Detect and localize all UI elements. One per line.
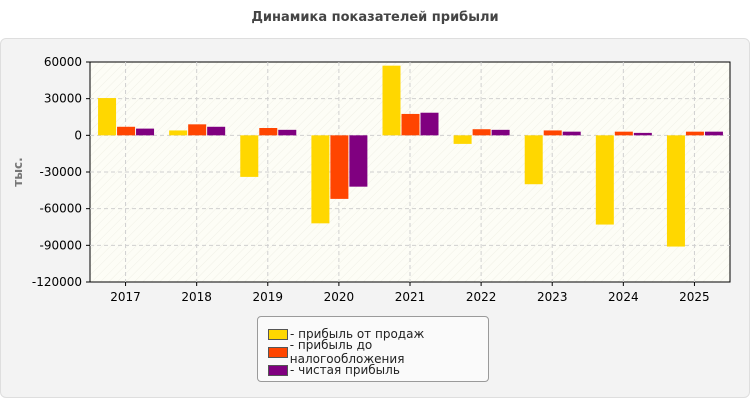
legend: - прибыль от продаж - прибыль до налогооб…	[257, 316, 489, 382]
plot-area	[89, 61, 731, 283]
axes: 60000 30000 0 -30000 -60000 -90000 -120000 2017…	[32, 55, 710, 304]
x-tick-label: 2019	[253, 290, 284, 304]
bar-2-2022	[472, 129, 491, 136]
bar-2-2019	[259, 128, 278, 136]
y-tick-label: 30000	[44, 92, 82, 106]
legend-item: - прибыль от продаж	[268, 325, 488, 343]
x-tick-label: 2023	[537, 290, 568, 304]
x-tick-label: 2017	[110, 290, 141, 304]
bar-3-2025	[704, 131, 723, 136]
bar-1-2024	[595, 135, 614, 225]
y-tick-label: 0	[74, 128, 82, 142]
bar-1-2020	[311, 135, 330, 224]
bar-2-2024	[614, 131, 633, 136]
x-tick-label: 2024	[608, 290, 639, 304]
y-tick-label: 60000	[44, 55, 82, 69]
legend-swatch	[268, 346, 288, 358]
legend-swatch	[268, 328, 288, 340]
x-tick-label: 2021	[395, 290, 426, 304]
bars	[98, 65, 723, 247]
legend-swatch	[268, 364, 288, 376]
bar-2-2021	[401, 113, 420, 136]
legend-label: - прибыль до налогообложения	[289, 338, 405, 366]
legend-label: - прибыль от продаж	[290, 327, 425, 341]
bar-3-2018	[207, 126, 226, 136]
bar-2-2018	[188, 124, 207, 136]
y-tick-label: -90000	[39, 238, 82, 252]
bar-3-2022	[491, 129, 510, 136]
bar-1-2017	[98, 98, 117, 136]
y-tick-label: -30000	[39, 165, 82, 179]
bar-1-2019	[240, 135, 259, 177]
legend-item: - прибыль до налогообложения	[268, 338, 488, 366]
bar-3-2017	[136, 128, 155, 136]
chart-title: Динамика показателей прибыли	[251, 10, 499, 25]
x-tick-label: 2022	[466, 290, 497, 304]
legend-item: - чистая прибыль	[268, 361, 488, 379]
bar-1-2022	[453, 135, 472, 144]
bar-2-2025	[685, 131, 704, 136]
x-tick-label: 2025	[679, 290, 710, 304]
bar-3-2020	[349, 135, 368, 187]
bar-1-2021	[382, 65, 401, 136]
bar-3-2019	[278, 129, 297, 136]
y-tick-label: -60000	[39, 202, 82, 216]
bar-1-2023	[524, 135, 543, 185]
bar-3-2024	[633, 132, 652, 136]
x-tick-label: 2018	[181, 290, 212, 304]
y-axis-label: тыс.	[11, 157, 25, 186]
x-tick-label: 2020	[324, 290, 355, 304]
bar-1-2018	[169, 130, 188, 136]
bar-2-2023	[543, 130, 562, 136]
bar-2-2020	[330, 135, 349, 199]
legend-label: - чистая прибыль	[290, 363, 400, 377]
y-tick-label: -120000	[32, 275, 82, 289]
bar-3-2021	[420, 112, 439, 136]
bar-1-2025	[666, 135, 685, 247]
bar-3-2023	[562, 131, 581, 136]
bar-2-2017	[117, 126, 136, 136]
